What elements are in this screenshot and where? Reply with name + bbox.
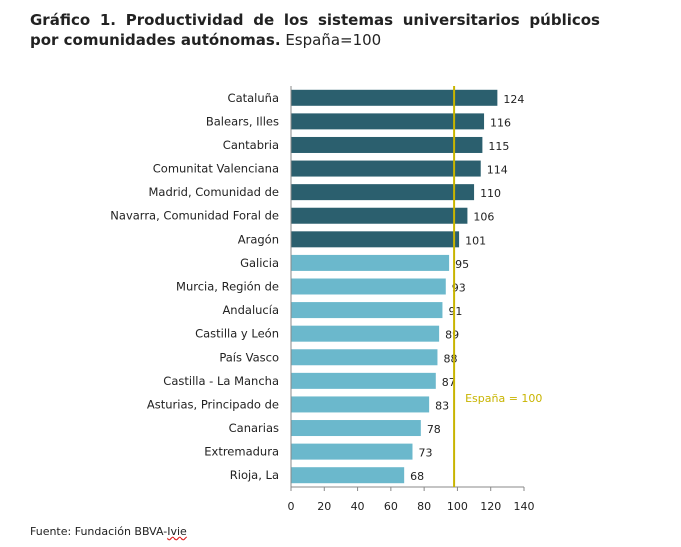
x-tick-label: 120: [480, 500, 501, 513]
category-label: Balears, Illes: [206, 114, 279, 128]
category-label: Galicia: [240, 256, 279, 270]
source-note: Fuente: Fundación BBVA-Ivie: [30, 525, 187, 538]
data-label: 91: [448, 305, 462, 318]
data-label: 95: [455, 258, 469, 271]
chart-title-subtitle: España=100: [280, 31, 382, 49]
chart-title-bold: Gráfico 1. Productividad de los sistemas…: [30, 11, 600, 49]
category-label: Rioja, La: [230, 468, 279, 482]
bar: [291, 160, 481, 177]
category-label: Cataluña: [228, 91, 279, 105]
source-note-suffix: Ivie: [167, 525, 187, 538]
bar: [291, 372, 436, 389]
x-tick-label: 100: [447, 500, 468, 513]
data-label: 106: [473, 211, 494, 224]
data-label: 93: [452, 282, 466, 295]
category-label: Cantabria: [223, 138, 279, 152]
data-label: 116: [490, 116, 511, 129]
data-label: 73: [418, 447, 432, 460]
data-label: 88: [443, 352, 457, 365]
bar: [291, 349, 438, 366]
data-label: 101: [465, 234, 486, 247]
category-label: Asturias, Principado de: [147, 397, 279, 411]
category-label: Castilla y León: [195, 327, 279, 341]
x-tick-label: 80: [417, 500, 431, 513]
data-label: 124: [503, 93, 524, 106]
bar: [291, 113, 485, 130]
x-tick-label: 140: [514, 500, 535, 513]
bar: [291, 325, 440, 342]
bar: [291, 302, 443, 319]
data-label: 78: [427, 423, 441, 436]
category-label: Murcia, Región de: [176, 280, 279, 294]
data-label: 83: [435, 399, 449, 412]
data-label: 89: [445, 329, 459, 342]
category-label: País Vasco: [219, 350, 279, 364]
bar: [291, 443, 413, 460]
category-label: Aragón: [238, 232, 279, 246]
category-label: Madrid, Comunidad de: [148, 185, 279, 199]
category-label: Andalucía: [222, 303, 279, 317]
reference-line-label: España = 100: [465, 392, 542, 405]
bar: [291, 207, 468, 224]
data-label: 68: [410, 470, 424, 483]
bar: [291, 136, 483, 153]
data-label: 110: [480, 187, 501, 200]
bar: [291, 420, 421, 437]
bar: [291, 396, 430, 413]
x-tick-label: 40: [351, 500, 365, 513]
bar: [291, 89, 498, 106]
category-label: Navarra, Comunidad Foral de: [110, 209, 279, 223]
data-label: 114: [487, 164, 508, 177]
bar: [291, 254, 450, 271]
category-label: Castilla - La Mancha: [163, 374, 279, 388]
x-tick-label: 60: [384, 500, 398, 513]
bar: [291, 231, 460, 248]
x-tick-label: 0: [288, 500, 295, 513]
bar: [291, 467, 405, 484]
bar: [291, 278, 446, 295]
category-label: Comunitat Valenciana: [153, 162, 279, 176]
bar: [291, 184, 475, 201]
category-label: Extremadura: [204, 445, 279, 459]
x-tick-label: 20: [317, 500, 331, 513]
data-label: 115: [488, 140, 509, 153]
category-label: Canarias: [229, 421, 279, 435]
source-note-prefix: Fuente: Fundación BBVA-: [30, 525, 168, 538]
chart-title: Gráfico 1. Productividad de los sistemas…: [30, 10, 600, 50]
data-label: 87: [442, 376, 456, 389]
